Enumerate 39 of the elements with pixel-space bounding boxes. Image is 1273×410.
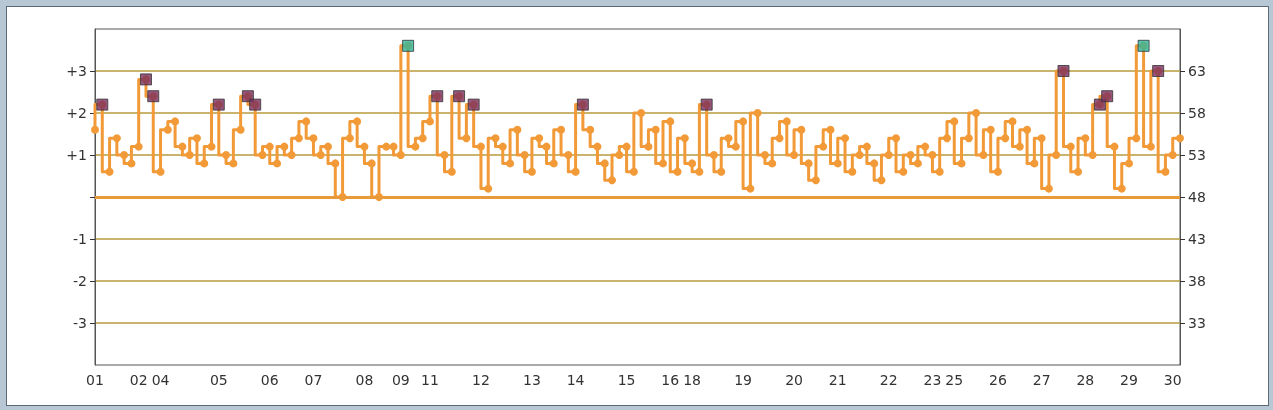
- x-tick-label: 02: [129, 372, 148, 388]
- y2-tick-label: 48: [1188, 189, 1206, 205]
- x-tick-label: 05: [209, 372, 228, 388]
- x-tick-label: 26: [989, 372, 1007, 388]
- x-tick-label: 06: [260, 372, 279, 388]
- y-tick-label: +3: [66, 63, 87, 79]
- x-tick-label: 27: [1032, 372, 1051, 388]
- x-tick-label: 21: [828, 372, 847, 388]
- x-tick-label: 23: [923, 372, 942, 388]
- x-tick-label: 25: [945, 372, 964, 388]
- x-tick-label: 08: [355, 372, 374, 388]
- x-tick-label: 19: [734, 372, 752, 388]
- y2-tick-label: 63: [1188, 63, 1206, 79]
- y-tick-label: -3: [73, 315, 87, 331]
- x-tick-label: 28: [1076, 372, 1095, 388]
- y2-tick-label: 53: [1188, 147, 1206, 163]
- x-tick-label: 15: [617, 372, 636, 388]
- x-tick-label: 07: [304, 372, 323, 388]
- x-tick-label: 30: [1163, 372, 1182, 388]
- y2-tick-label: 38: [1188, 273, 1206, 289]
- y-tick-label: +1: [66, 147, 87, 163]
- y-tick-label: +2: [66, 105, 87, 121]
- x-tick-label: 01: [86, 372, 104, 388]
- x-tick-label: 14: [566, 372, 585, 388]
- x-tick-label: 12: [472, 372, 490, 388]
- y2-tick-label: 33: [1188, 315, 1206, 331]
- x-tick-label: 22: [879, 372, 898, 388]
- y2-tick-label: 43: [1188, 231, 1206, 247]
- x-tick-label: 29: [1120, 372, 1138, 388]
- x-tick-label: 09: [391, 372, 410, 388]
- x-tick-label: 18: [683, 372, 702, 388]
- x-tick-label: 11: [421, 372, 439, 388]
- y2-tick-label: 58: [1188, 105, 1206, 121]
- y-tick-label: -1: [73, 231, 87, 247]
- y-tick-label: -2: [73, 273, 87, 289]
- x-tick-label: 13: [523, 372, 541, 388]
- x-tick-label: 16: [661, 372, 680, 388]
- x-tick-label: 04: [151, 372, 170, 388]
- x-tick-label: 20: [785, 372, 803, 388]
